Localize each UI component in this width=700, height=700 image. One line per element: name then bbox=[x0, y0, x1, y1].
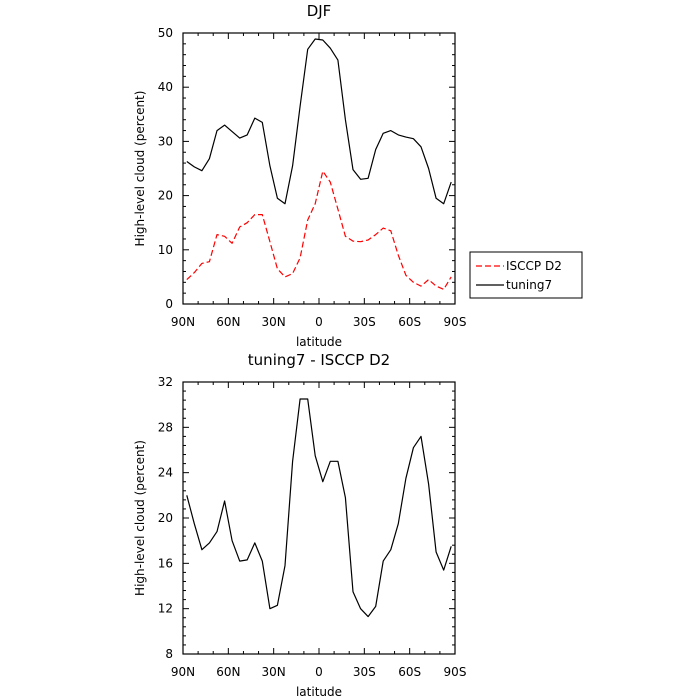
y-tick-label: 0 bbox=[165, 297, 173, 311]
y-tick-label: 30 bbox=[158, 134, 173, 148]
x-tick-label: 60S bbox=[398, 315, 421, 329]
x-axis-label: latitude bbox=[296, 685, 342, 699]
x-tick-label: 60S bbox=[398, 665, 421, 679]
x-tick-label: 30S bbox=[353, 315, 376, 329]
x-tick-label: 30N bbox=[262, 315, 286, 329]
plot-frame-1 bbox=[182, 32, 456, 305]
x-tick-label: 60N bbox=[216, 665, 240, 679]
y-tick-label: 50 bbox=[158, 26, 173, 40]
y-tick-label: 24 bbox=[158, 466, 173, 480]
y-tick-label: 12 bbox=[158, 602, 173, 616]
x-tick-label: 0 bbox=[315, 665, 323, 679]
y-tick-label: 8 bbox=[165, 647, 173, 661]
y-tick-label: 20 bbox=[158, 189, 173, 203]
chart-title-1: DJF bbox=[307, 2, 332, 20]
x-tick-label: 90N bbox=[171, 665, 195, 679]
y-axis-label: High-level cloud (percent) bbox=[133, 91, 147, 247]
series-line-isccp-d2 bbox=[186, 170, 452, 290]
x-tick-label: 90S bbox=[444, 315, 467, 329]
y-tick-label: 10 bbox=[158, 243, 173, 257]
y-tick-label: 28 bbox=[158, 420, 173, 434]
x-tick-label: 30N bbox=[262, 665, 286, 679]
y-tick-label: 16 bbox=[158, 556, 173, 570]
series-line-tuning7 bbox=[186, 38, 452, 205]
series-line-difference bbox=[186, 398, 452, 618]
legend-box bbox=[469, 251, 583, 299]
y-tick-label: 20 bbox=[158, 511, 173, 525]
x-tick-label: 60N bbox=[216, 315, 240, 329]
x-tick-label: 90N bbox=[171, 315, 195, 329]
legend-label: ISCCP D2 bbox=[506, 259, 562, 273]
x-tick-label: 0 bbox=[315, 315, 323, 329]
x-axis-label: latitude bbox=[296, 335, 342, 349]
plot-frame-2 bbox=[182, 381, 456, 655]
x-tick-label: 90S bbox=[444, 665, 467, 679]
y-axis-label: High-level cloud (percent) bbox=[133, 440, 147, 596]
x-tick-label: 30S bbox=[353, 665, 376, 679]
legend-label: tuning7 bbox=[506, 278, 552, 292]
y-tick-label: 32 bbox=[158, 375, 173, 389]
y-tick-label: 40 bbox=[158, 80, 173, 94]
chart-title-2: tuning7 - ISCCP D2 bbox=[248, 351, 390, 369]
